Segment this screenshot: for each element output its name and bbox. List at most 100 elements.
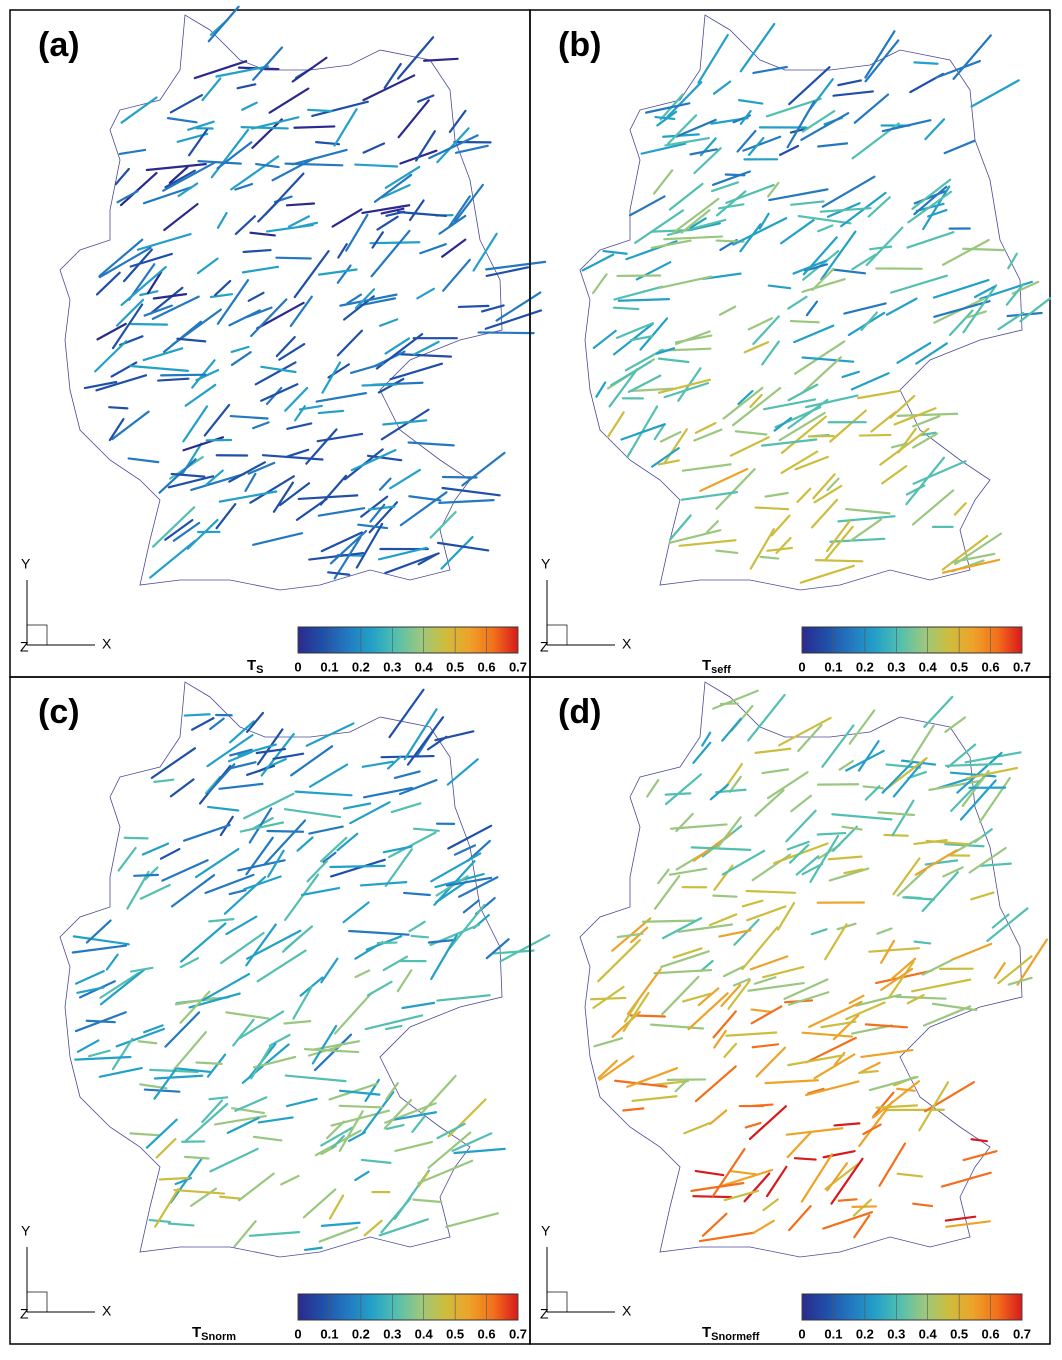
- fault: [284, 1021, 310, 1023]
- fault: [781, 220, 813, 243]
- fault: [87, 1021, 115, 1022]
- fault: [429, 940, 455, 942]
- fault: [440, 216, 466, 234]
- fault: [143, 844, 168, 855]
- fault: [446, 1213, 498, 1227]
- colorbar-tick-label: 0.1: [824, 1326, 842, 1341]
- fault: [916, 850, 957, 874]
- fault: [198, 259, 218, 273]
- fault: [355, 1172, 368, 1180]
- fault: [668, 220, 725, 235]
- fault: [730, 1171, 756, 1174]
- colorbar-tick-label: 0.5: [446, 659, 464, 674]
- fault: [389, 833, 435, 858]
- fault: [232, 352, 251, 365]
- fault: [815, 1054, 855, 1078]
- fault: [752, 1010, 772, 1012]
- fault: [647, 780, 658, 796]
- fault: [148, 272, 161, 293]
- fault: [1008, 254, 1016, 268]
- fault: [268, 831, 304, 832]
- colorbar-title-main: T: [702, 1324, 711, 1341]
- fault: [349, 931, 408, 935]
- fault: [362, 1160, 390, 1163]
- fault: [320, 1228, 357, 1242]
- fault: [236, 216, 255, 234]
- colorbar-title: Tseff: [702, 657, 731, 676]
- fault: [332, 1111, 389, 1126]
- fault: [319, 411, 343, 413]
- fault: [756, 507, 788, 509]
- fault: [879, 812, 914, 815]
- fault: [683, 464, 731, 470]
- fault: [322, 363, 339, 393]
- fault: [120, 150, 145, 154]
- fault: [363, 75, 414, 100]
- axis-label: Y: [21, 1223, 31, 1239]
- fault: [279, 344, 304, 360]
- fault: [346, 215, 367, 251]
- axis-label: X: [622, 1303, 632, 1319]
- fault: [733, 218, 786, 244]
- fault: [725, 1191, 758, 1200]
- faults: [591, 691, 1047, 1241]
- fault: [717, 817, 740, 847]
- panel-label: (b): [558, 26, 601, 64]
- fault: [615, 287, 663, 300]
- fault: [330, 866, 384, 867]
- fault: [925, 119, 944, 139]
- fault: [670, 184, 703, 210]
- fault: [219, 784, 262, 789]
- fault: [946, 764, 1002, 766]
- fault: [160, 1178, 189, 1180]
- fault: [335, 993, 371, 1033]
- fault: [217, 504, 236, 528]
- fault: [710, 1110, 726, 1123]
- fault: [285, 875, 318, 920]
- colorbar-tick-label: 0: [294, 659, 301, 674]
- fault: [404, 893, 430, 895]
- fault: [244, 794, 293, 818]
- fault: [913, 1204, 932, 1206]
- fault: [788, 297, 806, 309]
- fault: [330, 1196, 343, 1219]
- fault: [372, 231, 410, 276]
- fault: [119, 848, 136, 871]
- fault: [780, 146, 798, 155]
- fault: [829, 857, 862, 860]
- fault: [158, 379, 188, 381]
- fault: [166, 1012, 200, 1046]
- fault: [230, 890, 246, 894]
- fault: [286, 1076, 346, 1082]
- colorbar-tick-label: 0.2: [352, 659, 370, 674]
- fault: [189, 130, 207, 156]
- fault: [946, 1217, 975, 1221]
- fault: [125, 838, 148, 839]
- axis-label: Z: [20, 639, 29, 655]
- fault: [441, 537, 472, 569]
- fault: [812, 929, 827, 934]
- colorbar-tick-label: 0.3: [383, 659, 401, 674]
- colorbar-tick-label: 0: [798, 1326, 805, 1341]
- fault: [869, 197, 890, 216]
- fault: [963, 249, 1004, 250]
- fault: [321, 959, 337, 983]
- fault: [262, 734, 294, 775]
- fault: [862, 312, 877, 330]
- fault: [308, 110, 331, 111]
- fault: [230, 310, 260, 325]
- fault: [250, 1232, 299, 1236]
- fault: [239, 1174, 274, 1201]
- axis-label: Y: [541, 1223, 551, 1239]
- fault: [830, 539, 884, 542]
- fault: [806, 396, 857, 408]
- fault: [987, 908, 1027, 940]
- fault: [251, 299, 286, 336]
- fault: [437, 1124, 464, 1138]
- fault: [846, 509, 889, 513]
- panel-label: (a): [38, 26, 80, 64]
- fault: [753, 67, 786, 73]
- fault: [220, 491, 276, 501]
- fault: [854, 1216, 869, 1238]
- fault: [220, 1197, 240, 1199]
